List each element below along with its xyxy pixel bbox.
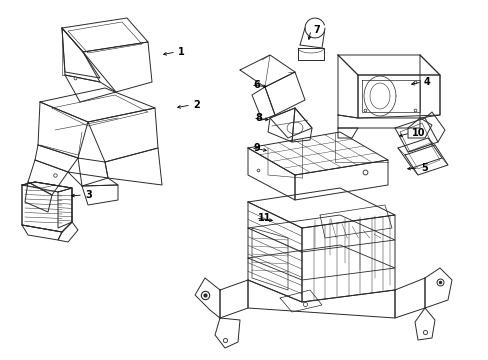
Text: 6: 6 [252,80,259,90]
Text: 7: 7 [312,25,319,35]
Text: 10: 10 [411,128,425,138]
Text: 8: 8 [254,113,262,123]
Text: 4: 4 [423,77,430,87]
Text: 2: 2 [193,100,199,110]
Text: 1: 1 [178,47,184,57]
Text: 5: 5 [420,163,427,173]
Text: 11: 11 [258,213,271,223]
Text: 9: 9 [252,143,259,153]
Text: 3: 3 [85,190,92,200]
